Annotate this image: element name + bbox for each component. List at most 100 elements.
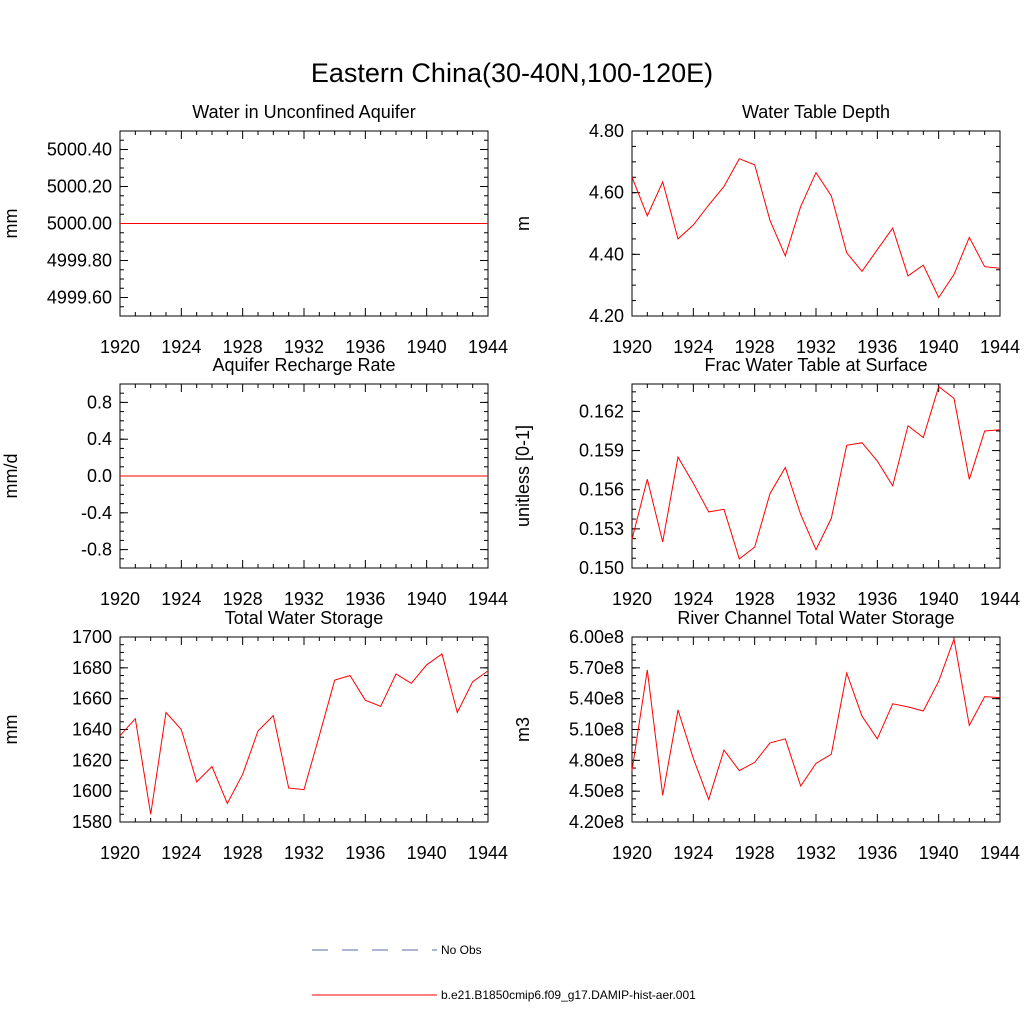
x-tick-label: 1940: [407, 589, 447, 609]
x-tick-label: 1932: [796, 337, 836, 357]
panel-title: Water Table Depth: [742, 102, 890, 122]
panel-title: Aquifer Recharge Rate: [212, 355, 395, 375]
x-tick-label: 1944: [980, 843, 1020, 863]
y-tick-label: -0.4: [81, 503, 112, 523]
x-tick-label: 1936: [345, 337, 385, 357]
x-tick-label: 1944: [468, 843, 508, 863]
series-line: [119, 653, 489, 815]
x-tick-label: 1920: [100, 589, 140, 609]
x-tick-label: 1924: [673, 337, 713, 357]
x-tick-label: 1924: [161, 589, 201, 609]
y-tick-label: 4999.80: [47, 251, 112, 271]
y-tick-label: 0.8: [87, 392, 112, 412]
x-tick-label: 1924: [673, 843, 713, 863]
legend: No Obs b.e21.B1850cmip6.f09_g17.DAMIP-his…: [312, 943, 696, 1002]
x-tick-label: 1920: [612, 589, 652, 609]
x-tick-label: 1944: [468, 589, 508, 609]
series-line: [631, 637, 1001, 801]
y-axis-label: m: [513, 216, 533, 231]
y-tick-label: 0.150: [579, 558, 624, 578]
x-tick-label: 1928: [223, 337, 263, 357]
y-tick-label: 4.20: [589, 306, 624, 326]
y-tick-label: 0.162: [579, 401, 624, 421]
x-tick-label: 1920: [612, 843, 652, 863]
x-tick-label: 1940: [407, 337, 447, 357]
x-tick-label: 1936: [345, 589, 385, 609]
y-tick-label: 4999.60: [47, 288, 112, 308]
x-tick-label: 1920: [100, 843, 140, 863]
y-tick-label: 5.40e8: [569, 689, 624, 709]
panel-1: Water in Unconfined Aquifer 1920 1924 1928 1…: [1, 102, 508, 357]
x-tick-label: 1936: [345, 843, 385, 863]
x-tick-label: 1932: [796, 843, 836, 863]
y-tick-label: 0.0: [87, 466, 112, 486]
panel-5: Total Water Storage 1920 1924 1928 1932 1936 1…: [1, 608, 508, 863]
panel-title: Water in Unconfined Aquifer: [192, 102, 415, 122]
x-tick-label: 1940: [919, 589, 959, 609]
x-tick-label: 1940: [919, 843, 959, 863]
y-tick-label: 4.20e8: [569, 812, 624, 832]
y-tick-label: 4.60: [589, 183, 624, 203]
y-axis-label: mm: [1, 715, 21, 745]
x-tick-label: 1936: [857, 337, 897, 357]
y-tick-label: 1640: [72, 720, 112, 740]
y-tick-label: 5000.00: [47, 214, 112, 234]
x-tick-label: 1932: [796, 589, 836, 609]
panel-3: Aquifer Recharge Rate 1920 1924 1928 1932 193…: [1, 355, 508, 609]
y-tick-label: 0.153: [579, 519, 624, 539]
y-tick-label: 0.156: [579, 480, 624, 500]
y-tick-label: 1660: [72, 689, 112, 709]
y-tick-label: 1700: [72, 627, 112, 647]
y-axis-label: mm/d: [1, 454, 21, 499]
y-tick-label: 1680: [72, 658, 112, 678]
y-tick-label: 4.40: [589, 244, 624, 264]
plot-frame: [119, 636, 489, 823]
figure-title: Eastern China(30-40N,100-120E): [311, 58, 713, 88]
x-tick-label: 1928: [223, 589, 263, 609]
panel-2: Water Table Depth 1920 1924 1928 1932 1936 194…: [513, 102, 1020, 357]
y-tick-label: 1580: [72, 812, 112, 832]
y-tick-label: 5000.20: [47, 177, 112, 197]
y-tick-label: 4.50e8: [569, 781, 624, 801]
y-tick-label: 4.80: [589, 121, 624, 141]
y-axis-label: m3: [513, 717, 533, 742]
x-tick-label: 1944: [468, 337, 508, 357]
series-line: [631, 385, 1001, 560]
x-tick-label: 1932: [284, 843, 324, 863]
x-tick-label: 1924: [673, 589, 713, 609]
x-tick-label: 1924: [161, 843, 201, 863]
x-tick-label: 1928: [735, 589, 775, 609]
y-tick-label: 0.4: [87, 429, 112, 449]
plot-frame: [631, 383, 1001, 569]
x-tick-label: 1924: [161, 337, 201, 357]
x-tick-label: 1928: [735, 843, 775, 863]
x-tick-label: 1944: [980, 337, 1020, 357]
panels-group: Water in Unconfined Aquifer 1920 1924 1928 1…: [1, 102, 1020, 863]
x-tick-label: 1920: [612, 337, 652, 357]
y-axis-label: mm: [1, 209, 21, 239]
y-tick-label: 1600: [72, 781, 112, 801]
y-tick-label: 1620: [72, 750, 112, 770]
x-tick-label: 1932: [284, 337, 324, 357]
series-line: [631, 158, 1001, 299]
x-tick-label: 1928: [735, 337, 775, 357]
y-tick-label: 5.10e8: [569, 720, 624, 740]
panel-title: Total Water Storage: [225, 608, 383, 628]
y-axis-label: unitless [0-1]: [513, 425, 533, 527]
x-tick-label: 1928: [223, 843, 263, 863]
x-tick-label: 1940: [919, 337, 959, 357]
x-tick-label: 1940: [407, 843, 447, 863]
panel-title: Frac Water Table at Surface: [704, 355, 927, 375]
legend-label: No Obs: [441, 943, 482, 957]
panel-4: Frac Water Table at Surface 1920 1924 1928 1…: [513, 355, 1020, 609]
y-tick-label: 5.70e8: [569, 658, 624, 678]
legend-label: b.e21.B1850cmip6.f09_g17.DAMIP-hist-aer.…: [441, 988, 696, 1002]
y-tick-label: 5000.40: [47, 140, 112, 160]
y-tick-label: 4.80e8: [569, 750, 624, 770]
y-tick-label: 6.00e8: [569, 627, 624, 647]
x-tick-label: 1920: [100, 337, 140, 357]
panel-title: River Channel Total Water Storage: [677, 608, 954, 628]
y-tick-label: -0.8: [81, 540, 112, 560]
panel-6: River Channel Total Water Storage 1920 192…: [513, 608, 1020, 863]
